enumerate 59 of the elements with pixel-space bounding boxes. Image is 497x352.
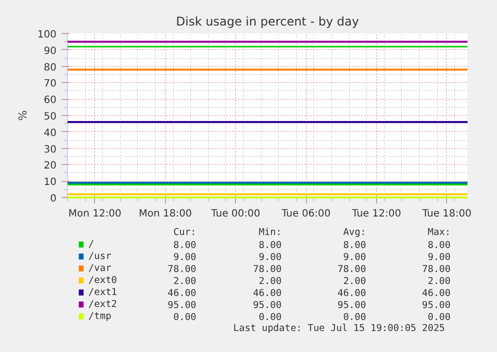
text: 2.00 [173,276,197,287]
text: 0.00 [428,312,451,323]
y-tick-label: 0 [50,194,57,204]
x-tick-label: Tue 18:00 [421,208,472,220]
text: 9.00 [428,252,451,263]
text: Cur: [173,227,196,238]
text: 46.00 [337,288,366,299]
text: 78.00 [422,264,451,275]
x-tick-label: Tue 06:00 [280,208,331,220]
text: 78.00 [252,264,282,275]
y-tick-label: 100 [37,30,57,40]
text: 78.00 [337,264,366,275]
text: 2.00 [258,276,282,287]
text: 46.00 [252,288,282,299]
y-tick-label: 80 [44,62,57,74]
legend-label: /ext2 [88,299,118,310]
y-tick-label: 50 [44,112,57,122]
text: 95.00 [422,300,451,311]
text: 0.00 [173,312,197,323]
text: 95.00 [168,300,197,311]
text: 9.00 [343,252,366,263]
text: 95.00 [337,300,366,311]
text: Max: [428,227,451,238]
legend-label: /ext0 [88,275,118,286]
text: 9.00 [258,252,282,263]
text: 8.00 [428,240,451,251]
x-tick-label: Tue 00:00 [210,208,260,220]
text: 2.00 [343,276,366,287]
x-tick-label: Mon 12:00 [68,208,122,220]
legend-label: /ext1 [88,287,118,298]
y-tick-label: 20 [44,160,57,172]
legend-label: /usr [88,251,112,262]
y-tick-label: 10 [44,177,57,188]
legend-label: / [88,239,94,250]
text: 8.00 [173,240,197,251]
text: 46.00 [422,288,451,299]
text: 0.00 [343,312,366,323]
y-tick-label: 90 [44,46,57,57]
text: 8.00 [258,240,282,251]
text: Last update: Tue Jul 15 19:00:05 2025 [233,323,445,334]
y-tick-label: 60 [44,95,57,106]
text: 46.00 [168,288,197,299]
y-tick-label: 30 [44,144,57,156]
text: 9.00 [173,252,197,263]
text: Min: [258,227,282,238]
legend-label: /tmp [88,311,112,322]
x-tick-label: Tue 12:00 [351,208,402,220]
y-tick-label: 40 [44,128,57,139]
legend-label: /var [88,263,112,274]
text: 8.00 [343,240,366,251]
text: Avg: [343,227,366,238]
chart-title: Disk usage in percent - by day [176,14,359,28]
y-axis-title: % [16,110,30,121]
text: 0.00 [258,312,282,323]
text: 95.00 [252,300,282,311]
text: 78.00 [168,264,197,275]
x-tick-label: Mon 18:00 [138,208,192,220]
text: 2.00 [428,276,451,287]
y-tick-label: 70 [44,78,57,90]
